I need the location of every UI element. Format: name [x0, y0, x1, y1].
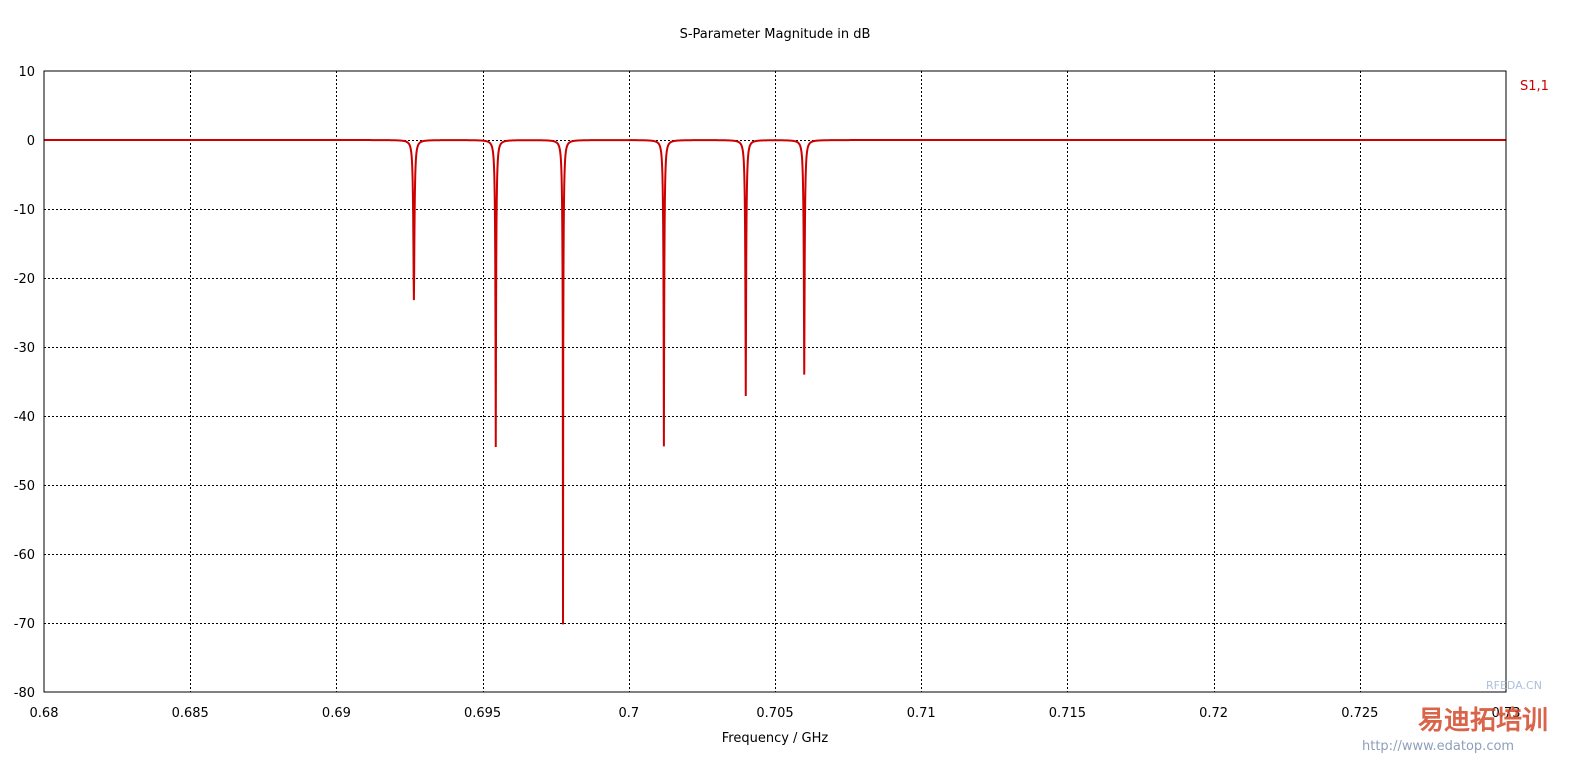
watermark-site: RFEDA.CN	[1486, 679, 1542, 692]
y-tick-label: -20	[14, 272, 35, 287]
x-tick-label: 0.695	[464, 706, 501, 721]
grid-lines	[44, 71, 1506, 692]
y-tick-label: -70	[14, 617, 35, 632]
watermark: RFEDA.CN 易迪拓培训 http://www.edatop.com	[1362, 679, 1548, 754]
x-axis-label: Frequency / GHz	[722, 731, 829, 746]
x-tick-label: 0.68	[30, 706, 59, 721]
x-tick-label: 0.715	[1049, 706, 1086, 721]
y-tick-label: -60	[14, 548, 35, 563]
legend-entry-s11: S1,1	[1520, 79, 1549, 94]
watermark-url: http://www.edatop.com	[1362, 739, 1514, 754]
y-tick-labels: 10 0 -10 -20 -30 -40 -50 -60 -70 -80	[14, 65, 35, 701]
x-tick-label: 0.73	[1492, 706, 1521, 721]
x-tick-label: 0.72	[1199, 706, 1228, 721]
plot-frame	[43, 70, 1507, 693]
x-tick-label: 0.69	[322, 706, 351, 721]
y-tick-label: -30	[14, 341, 35, 356]
series-group	[44, 139, 1506, 625]
series-line-s11	[44, 139, 1506, 625]
y-tick-label: -50	[14, 479, 35, 494]
x-tick-label: 0.685	[172, 706, 209, 721]
x-tick-label: 0.725	[1341, 706, 1378, 721]
y-tick-label: 0	[27, 134, 35, 149]
x-tick-label: 0.71	[907, 706, 936, 721]
chart-title: S-Parameter Magnitude in dB	[680, 27, 871, 42]
watermark-brand: 易迪拓培训	[1418, 706, 1548, 736]
y-tick-label: -10	[14, 203, 35, 218]
x-tick-label: 0.7	[618, 706, 639, 721]
y-tick-label: -80	[14, 686, 35, 701]
y-tick-label: -40	[14, 410, 35, 425]
x-tick-labels: 0.68 0.685 0.69 0.695 0.7 0.705 0.71 0.715 0.72 0…	[30, 706, 1521, 721]
x-tick-label: 0.705	[756, 706, 793, 721]
y-tick-label: 10	[18, 65, 35, 80]
